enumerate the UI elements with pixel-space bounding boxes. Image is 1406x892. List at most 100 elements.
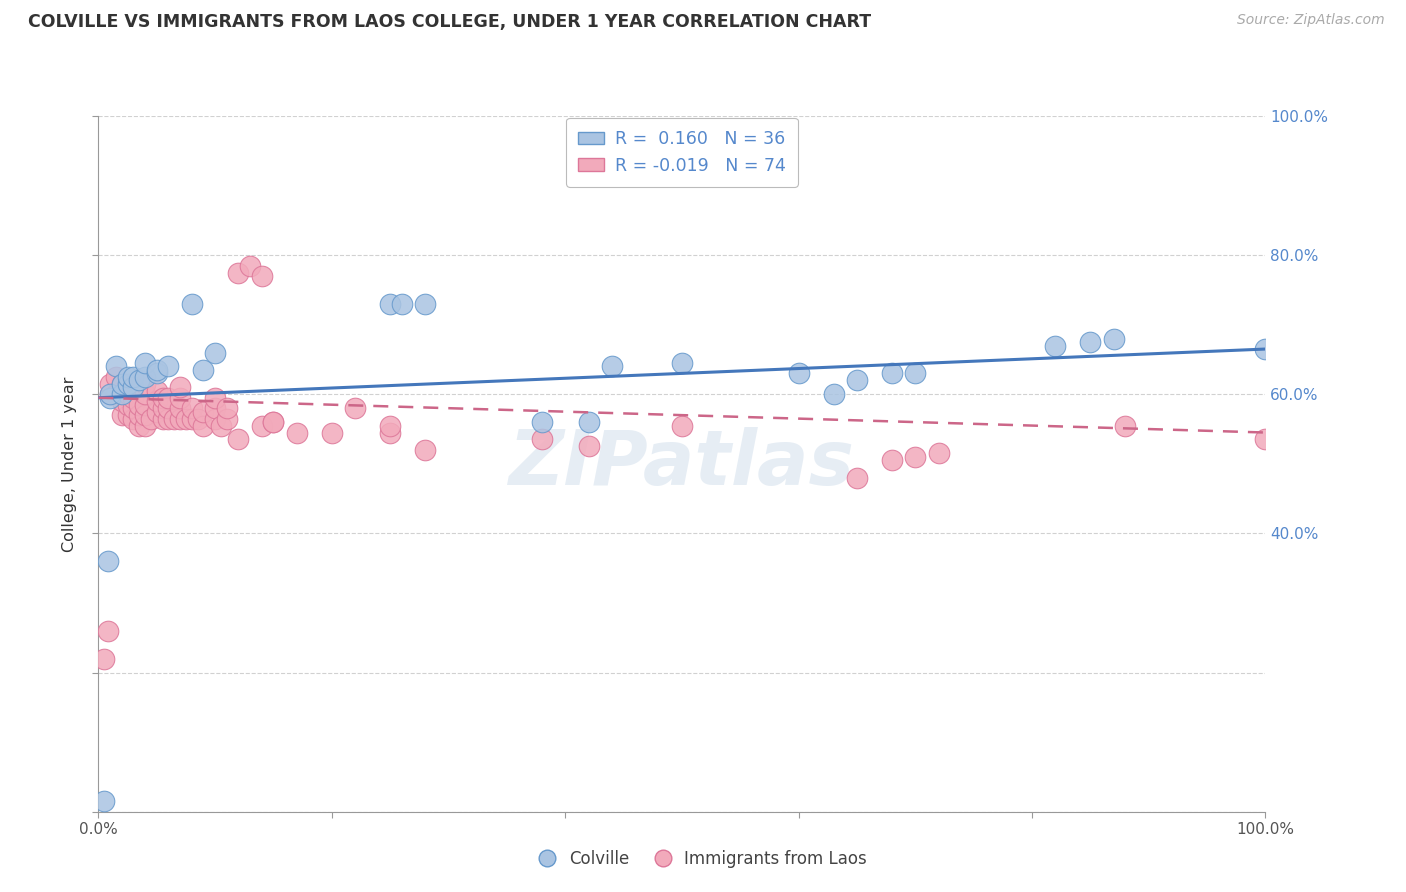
- Point: [146, 405, 169, 419]
- Point: [152, 411, 174, 425]
- Point: [146, 363, 169, 377]
- Point: [204, 391, 226, 405]
- Point: [157, 391, 180, 405]
- Point: [139, 411, 162, 425]
- Point: [1102, 332, 1125, 346]
- Point: [600, 359, 623, 374]
- Point: [204, 411, 226, 425]
- Point: [193, 363, 215, 377]
- Point: [1080, 334, 1102, 349]
- Point: [239, 259, 262, 273]
- Point: [122, 380, 145, 394]
- Point: [134, 387, 156, 401]
- Point: [250, 418, 273, 433]
- Point: [215, 401, 238, 416]
- Point: [321, 425, 343, 440]
- Point: [152, 391, 174, 405]
- Point: [122, 380, 145, 394]
- Point: [787, 367, 810, 381]
- Point: [157, 401, 180, 416]
- Point: [117, 398, 139, 412]
- Point: [928, 446, 950, 460]
- Point: [169, 401, 191, 416]
- Text: Source: ZipAtlas.com: Source: ZipAtlas.com: [1237, 13, 1385, 28]
- Point: [117, 369, 139, 384]
- Point: [823, 387, 845, 401]
- Point: [134, 369, 156, 384]
- Legend: Colville, Immigrants from Laos: Colville, Immigrants from Laos: [533, 844, 873, 875]
- Point: [378, 297, 402, 311]
- Point: [880, 367, 903, 381]
- Point: [209, 418, 232, 433]
- Point: [111, 387, 134, 401]
- Point: [122, 391, 145, 405]
- Point: [157, 411, 180, 425]
- Point: [187, 411, 209, 425]
- Point: [134, 398, 156, 412]
- Point: [671, 356, 693, 370]
- Point: [344, 401, 367, 416]
- Point: [530, 433, 553, 447]
- Point: [174, 411, 197, 425]
- Point: [128, 398, 150, 412]
- Point: [111, 376, 134, 391]
- Point: [122, 401, 145, 416]
- Point: [530, 415, 553, 429]
- Point: [104, 369, 127, 384]
- Point: [228, 266, 250, 280]
- Point: [122, 369, 145, 384]
- Point: [111, 376, 134, 391]
- Point: [904, 367, 927, 381]
- Point: [1045, 338, 1067, 352]
- Point: [215, 411, 238, 425]
- Point: [104, 359, 127, 374]
- Point: [157, 359, 180, 374]
- Point: [262, 415, 284, 429]
- Point: [111, 387, 134, 401]
- Point: [98, 391, 121, 405]
- Point: [262, 415, 284, 429]
- Point: [671, 418, 693, 433]
- Point: [128, 373, 150, 387]
- Point: [98, 376, 121, 391]
- Point: [169, 391, 191, 405]
- Text: ZIPatlas: ZIPatlas: [509, 427, 855, 500]
- Point: [204, 345, 226, 359]
- Point: [97, 624, 120, 638]
- Point: [228, 433, 250, 447]
- Point: [152, 401, 174, 416]
- Point: [128, 408, 150, 422]
- Point: [134, 408, 156, 422]
- Point: [285, 425, 308, 440]
- Point: [193, 405, 215, 419]
- Point: [846, 373, 869, 387]
- Legend: R =  0.160   N = 36, R = -0.019   N = 74: R = 0.160 N = 36, R = -0.019 N = 74: [567, 118, 797, 186]
- Point: [169, 411, 191, 425]
- Point: [117, 376, 139, 391]
- Point: [204, 401, 226, 416]
- Point: [134, 418, 156, 433]
- Point: [169, 380, 191, 394]
- Y-axis label: College, Under 1 year: College, Under 1 year: [62, 376, 77, 551]
- Point: [146, 367, 169, 381]
- Point: [904, 450, 927, 464]
- Point: [93, 651, 115, 665]
- Point: [93, 794, 115, 808]
- Point: [1114, 418, 1136, 433]
- Point: [413, 297, 436, 311]
- Point: [163, 411, 186, 425]
- Point: [117, 408, 139, 422]
- Point: [413, 442, 436, 457]
- Point: [180, 411, 202, 425]
- Point: [117, 387, 139, 401]
- Point: [250, 268, 273, 283]
- Point: [880, 453, 903, 467]
- Point: [134, 376, 156, 391]
- Point: [391, 297, 413, 311]
- Point: [578, 415, 600, 429]
- Point: [846, 471, 869, 485]
- Point: [111, 408, 134, 422]
- Text: COLVILLE VS IMMIGRANTS FROM LAOS COLLEGE, UNDER 1 YEAR CORRELATION CHART: COLVILLE VS IMMIGRANTS FROM LAOS COLLEGE…: [28, 13, 872, 31]
- Point: [104, 387, 127, 401]
- Point: [1254, 342, 1277, 356]
